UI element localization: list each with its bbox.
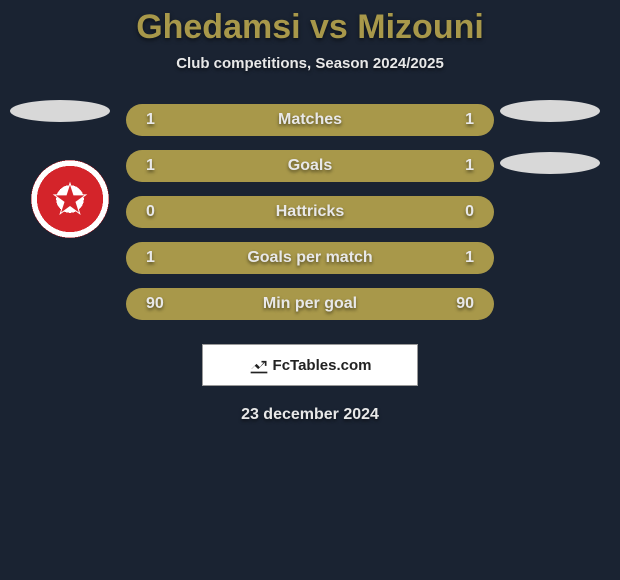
page-title: Ghedamsi vs Mizouni <box>0 8 620 47</box>
stat-label: Hattricks <box>276 203 344 221</box>
stat-row-hattricks: 0 Hattricks 0 <box>126 196 494 228</box>
stat-row-goals-per-match: 1 Goals per match 1 <box>126 242 494 274</box>
stat-value-right: 1 <box>465 157 474 175</box>
stat-label: Goals per match <box>247 249 372 267</box>
stat-value-left: 1 <box>146 249 155 267</box>
club-right-avatar <box>500 152 600 174</box>
stat-row-goals: 1 Goals 1 <box>126 150 494 182</box>
content-area: 1 Matches 1 1 Goals 1 0 Hattricks 0 1 Go… <box>0 104 620 424</box>
stat-value-right: 90 <box>456 295 474 313</box>
stat-value-right: 1 <box>465 249 474 267</box>
club-logo-icon <box>31 160 109 238</box>
stat-label: Matches <box>278 111 342 129</box>
stat-value-left: 1 <box>146 157 155 175</box>
stats-container: 1 Matches 1 1 Goals 1 0 Hattricks 0 1 Go… <box>126 104 494 320</box>
header: Ghedamsi vs Mizouni Club competitions, S… <box>0 0 620 72</box>
stat-label: Min per goal <box>263 295 357 313</box>
stat-label: Goals <box>288 157 332 175</box>
stat-value-left: 90 <box>146 295 164 313</box>
brand-text: FcTables.com <box>273 357 372 374</box>
club-left-logo <box>31 160 109 238</box>
avatar-placeholder-icon <box>500 152 600 174</box>
stat-value-right: 1 <box>465 111 474 129</box>
player-right-avatar <box>500 100 600 122</box>
player-left-avatar <box>10 100 110 122</box>
avatar-placeholder-icon <box>500 100 600 122</box>
stat-row-matches: 1 Matches 1 <box>126 104 494 136</box>
stat-row-min-per-goal: 90 Min per goal 90 <box>126 288 494 320</box>
brand-footer[interactable]: FcTables.com <box>202 344 418 386</box>
avatar-placeholder-icon <box>10 100 110 122</box>
stat-value-left: 0 <box>146 203 155 221</box>
stat-value-right: 0 <box>465 203 474 221</box>
footer-date: 23 december 2024 <box>0 406 620 424</box>
page-subtitle: Club competitions, Season 2024/2025 <box>0 55 620 72</box>
stat-value-left: 1 <box>146 111 155 129</box>
chart-icon <box>249 355 269 375</box>
